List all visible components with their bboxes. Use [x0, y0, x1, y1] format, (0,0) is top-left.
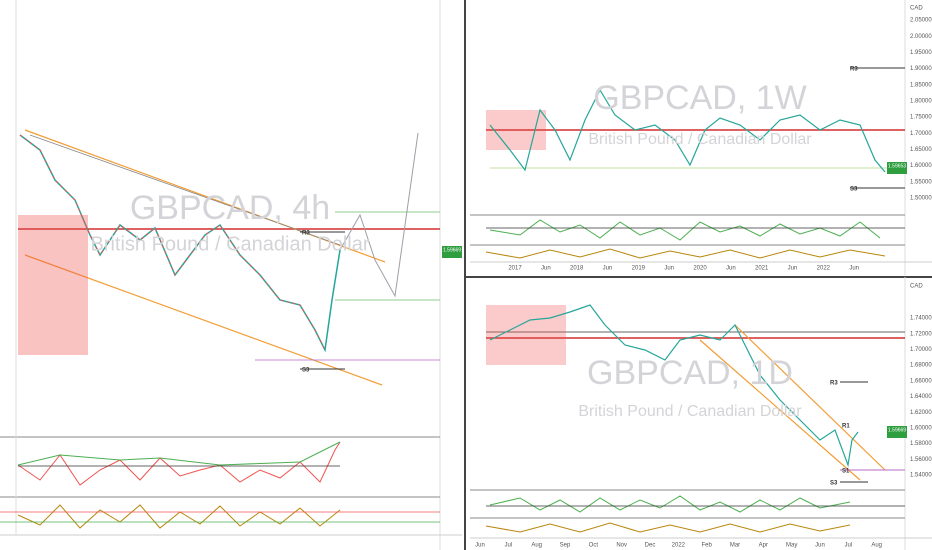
price-label: 2.05000: [910, 18, 932, 24]
time-label: 2020: [693, 266, 707, 272]
level-label: S1: [842, 469, 850, 475]
symbol-watermark: GBPCAD, 1W: [593, 79, 806, 117]
time-label: Jun: [664, 266, 674, 272]
price-label: 1.72000: [910, 331, 932, 337]
time-label: Jul: [504, 543, 512, 549]
symbol-watermark: GBPCAD, 1D: [587, 354, 793, 392]
time-label: 2022: [672, 543, 686, 549]
price-label: 1.68000: [910, 363, 932, 369]
currency: CAD: [910, 6, 923, 12]
level-label: S3: [302, 368, 310, 374]
level-label: S3: [850, 187, 858, 193]
level-label: R3: [302, 231, 310, 237]
price-tag: 1.59653: [888, 163, 906, 169]
price-tag-box: [442, 246, 462, 258]
currency: CAD: [910, 284, 923, 290]
price-label: 1.70000: [910, 131, 932, 137]
time-label: 2022: [817, 266, 831, 272]
price-label: 1.75000: [910, 115, 932, 121]
level-label: R1: [842, 424, 850, 430]
time-label: Jun: [541, 266, 551, 272]
time-label: Aug: [871, 543, 882, 549]
weekly-chart: [470, 0, 932, 275]
price-label: 1.62000: [910, 410, 932, 416]
price-label: 1.50000: [910, 196, 932, 202]
time-label: Nov: [616, 543, 627, 549]
left-chart: [0, 0, 462, 550]
price-label: 1.90000: [910, 66, 932, 72]
price-label: 2.00000: [910, 34, 932, 40]
price-tag-box: [887, 162, 907, 174]
symbol-watermark: GBPCAD, 4h: [130, 189, 330, 227]
time-label: Jun: [475, 543, 485, 549]
price-tag: 1.59669: [888, 427, 906, 433]
price-label: 1.70000: [910, 347, 932, 353]
description-watermark: British Pound / Canadian Dollar: [588, 131, 812, 148]
time-label: Jun: [603, 266, 613, 272]
price-label: 1.60000: [910, 163, 932, 169]
time-label: Aug: [531, 543, 542, 549]
time-label: May: [786, 543, 797, 549]
time-label: 2017: [508, 266, 522, 272]
price-label: 1.65000: [910, 147, 932, 153]
price-label: 1.80000: [910, 98, 932, 104]
time-label: Dec: [645, 543, 656, 549]
level-label: R3: [830, 381, 838, 387]
price-label: 1.56000: [910, 457, 932, 463]
description-watermark: British Pound / Canadian Dollar: [578, 403, 802, 420]
price-tag-box: [887, 426, 907, 438]
level-label: S3: [830, 481, 838, 487]
price-label: 1.58000: [910, 441, 932, 447]
time-label: 2021: [755, 266, 769, 272]
price-label: 1.95000: [910, 50, 932, 56]
time-label: Jun: [726, 266, 736, 272]
price-label: 1.60000: [910, 425, 932, 431]
price-label: 1.74000: [910, 316, 932, 322]
price-tag: 1.59669: [443, 247, 461, 253]
price-label: 1.54000: [910, 473, 932, 479]
price-label: 1.85000: [910, 82, 932, 88]
time-label: Sep: [560, 543, 571, 549]
level-label: R3: [850, 67, 858, 73]
price-label: 1.55000: [910, 179, 932, 185]
time-label: Mar: [730, 543, 740, 549]
time-label: Feb: [701, 543, 712, 549]
time-label: 2019: [632, 266, 646, 272]
time-label: Apr: [759, 543, 768, 549]
description-watermark: British Pound / Canadian Dollar: [90, 233, 369, 255]
time-label: Jun: [815, 543, 825, 549]
time-label: 2018: [570, 266, 584, 272]
time-label: Oct: [589, 543, 599, 549]
time-label: Jun: [788, 266, 798, 272]
time-label: Jul: [844, 543, 852, 549]
price-label: 1.64000: [910, 394, 932, 400]
daily-chart: [470, 277, 932, 550]
price-label: 1.66000: [910, 378, 932, 384]
time-label: Jun: [849, 266, 859, 272]
